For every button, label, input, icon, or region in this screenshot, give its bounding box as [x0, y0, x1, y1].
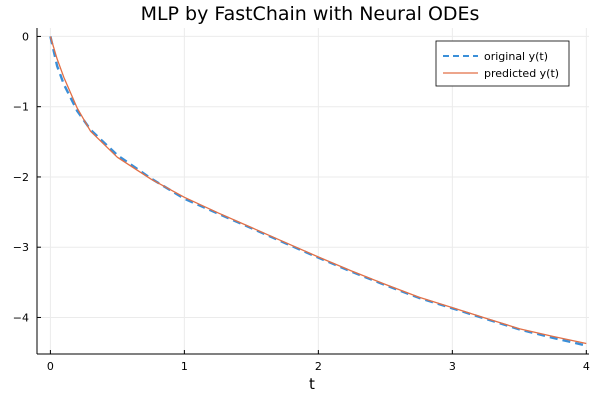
grid-lines: [37, 28, 589, 354]
y-tick-label: −1: [13, 101, 29, 114]
y-tick-label: −4: [13, 311, 29, 324]
tick-labels: 0 1 2 3 4 0 −1 −2 −3 −4: [13, 30, 590, 373]
legend-label: original y(t): [484, 50, 548, 63]
series-line-original: [49, 36, 587, 347]
series-lines: [49, 36, 587, 347]
legend-label: predicted y(t): [484, 67, 559, 80]
x-tick-label: 2: [315, 360, 322, 373]
chart-title: MLP by FastChain with Neural ODEs: [141, 3, 480, 25]
y-tick-label: −2: [13, 171, 29, 184]
y-tick-label: −3: [13, 241, 29, 254]
legend-box: [435, 40, 570, 87]
x-tick-label: 3: [449, 360, 456, 373]
x-tick-label: 1: [181, 360, 188, 373]
x-axis-label: t: [309, 375, 315, 393]
axes: [36, 28, 589, 355]
legend: original y(t) predicted y(t): [435, 40, 570, 87]
x-tick-label: 4: [583, 360, 590, 373]
x-tick-label: 0: [47, 360, 54, 373]
y-tick-label: 0: [22, 30, 29, 43]
series-line-predicted: [49, 36, 587, 345]
